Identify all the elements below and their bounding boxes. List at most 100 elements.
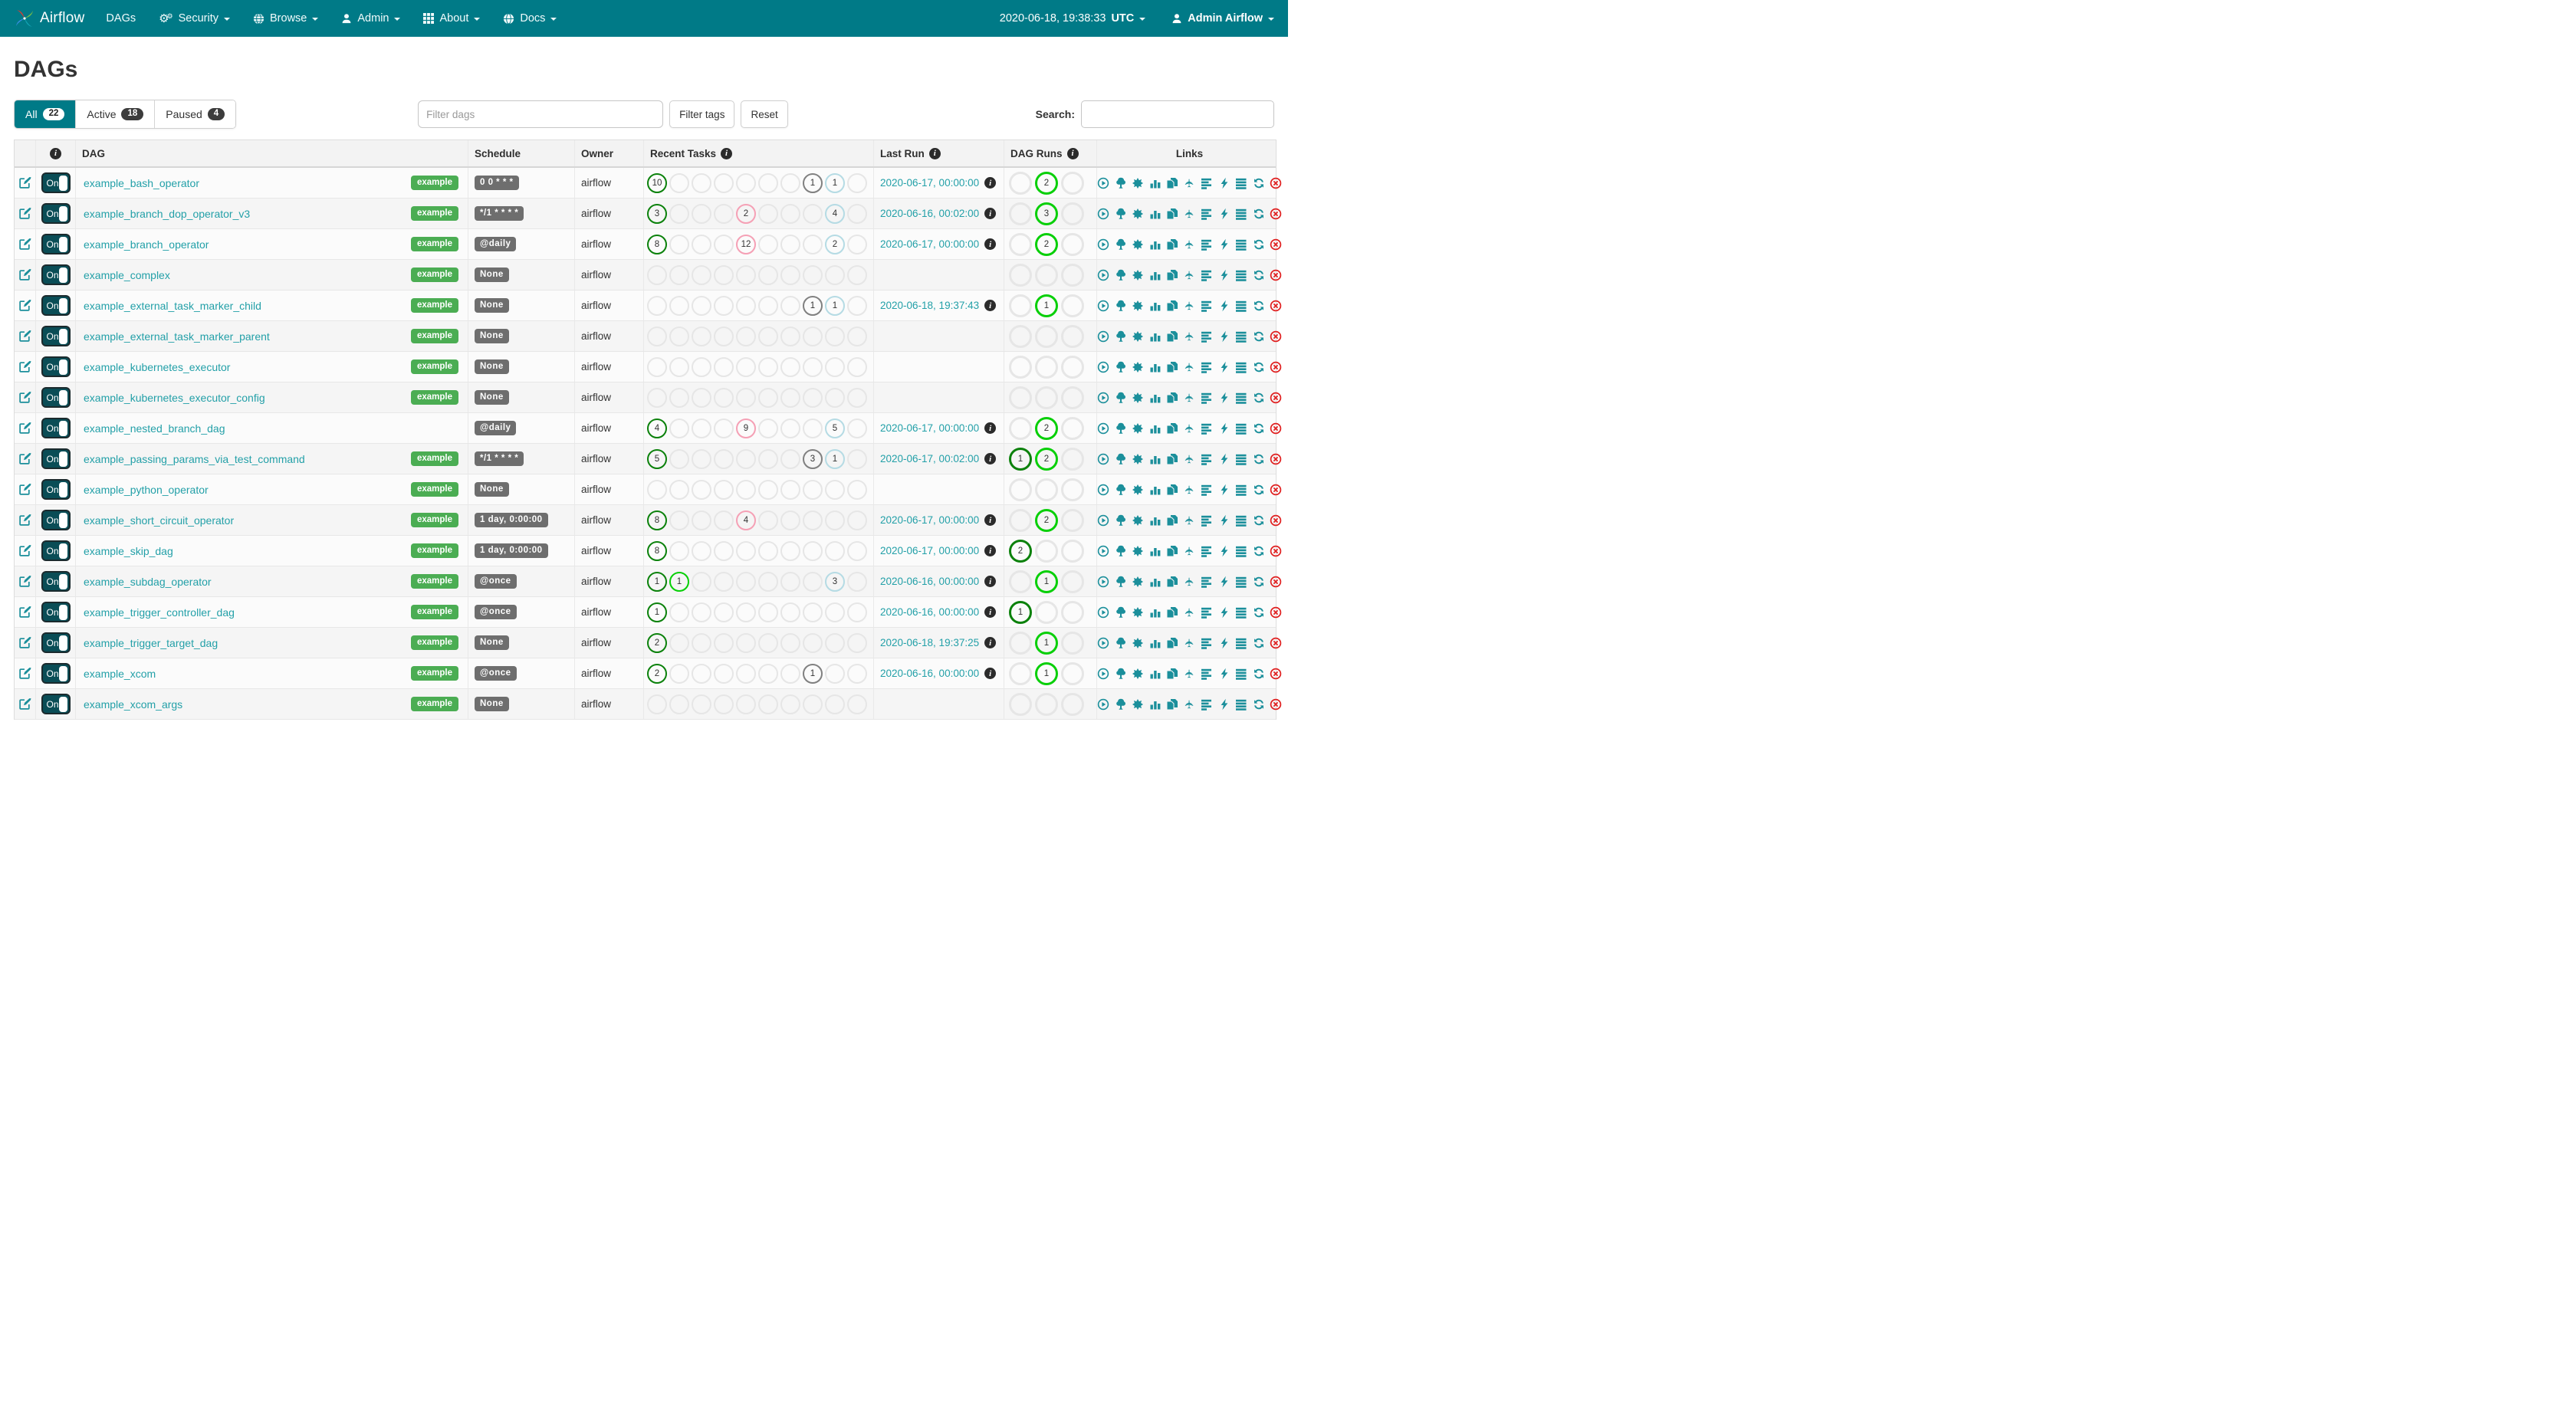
state-circle-success[interactable] <box>1009 324 1032 348</box>
state-circle-running[interactable] <box>669 632 689 653</box>
state-circle-up_for_reschedule[interactable] <box>780 387 800 408</box>
info-icon[interactable]: i <box>984 637 997 648</box>
state-circle-scheduled[interactable] <box>847 540 867 561</box>
schedule-badge[interactable]: None <box>475 267 509 283</box>
state-circle-up_for_retry[interactable] <box>758 510 778 530</box>
state-circle-failed[interactable] <box>692 326 711 346</box>
state-circle-success[interactable] <box>1009 386 1032 409</box>
refresh-icon[interactable] <box>1253 453 1265 465</box>
state-circle-scheduled[interactable] <box>847 510 867 530</box>
state-circle-failed[interactable] <box>692 448 711 469</box>
state-circle-success[interactable]: 2 <box>1009 539 1032 563</box>
state-circle-running[interactable]: 2 <box>1035 447 1058 471</box>
schedule-badge[interactable]: None <box>475 297 509 313</box>
info-icon[interactable]: i <box>984 300 997 311</box>
delete-dag-icon[interactable] <box>1270 177 1282 189</box>
state-circle-scheduled[interactable] <box>847 356 867 377</box>
state-circle-none[interactable]: 3 <box>825 571 845 592</box>
state-circle-skipped[interactable]: 12 <box>736 234 756 254</box>
graph-view-icon[interactable] <box>1132 514 1144 527</box>
last-run-link[interactable]: 2020-06-18, 19:37:43 <box>880 300 980 311</box>
gantt-icon[interactable] <box>1201 392 1213 404</box>
task-duration-icon[interactable] <box>1149 668 1162 680</box>
state-circle-upstream_failed[interactable] <box>714 571 734 592</box>
state-circle-up_for_retry[interactable] <box>758 356 778 377</box>
last-run-link[interactable]: 2020-06-17, 00:00:00 <box>880 422 980 434</box>
schedule-badge[interactable]: @daily <box>475 420 517 436</box>
info-icon[interactable]: i <box>984 606 997 618</box>
logs-icon[interactable] <box>1235 576 1247 588</box>
logs-icon[interactable] <box>1235 484 1247 496</box>
state-circle-running[interactable] <box>669 694 689 714</box>
state-circle-scheduled[interactable] <box>847 448 867 469</box>
info-icon[interactable]: i <box>984 668 997 679</box>
trigger-dag-icon[interactable] <box>1097 392 1109 404</box>
dag-tag-badge[interactable]: example <box>410 389 458 405</box>
landing-times-icon[interactable]: ✈ <box>1183 423 1197 433</box>
state-circle-queued[interactable] <box>803 203 823 224</box>
schedule-badge[interactable]: None <box>475 389 509 405</box>
landing-times-icon[interactable]: ✈ <box>1183 300 1197 310</box>
state-circle-failed[interactable] <box>692 602 711 622</box>
info-icon[interactable]: i <box>984 208 997 219</box>
state-circle-failed[interactable] <box>1061 416 1084 440</box>
state-circle-skipped[interactable] <box>736 387 756 408</box>
dag-tag-badge[interactable]: example <box>410 359 458 375</box>
task-duration-icon[interactable] <box>1149 453 1162 465</box>
delete-dag-icon[interactable] <box>1270 606 1282 619</box>
trigger-dag-icon[interactable] <box>1097 514 1109 527</box>
landing-times-icon[interactable]: ✈ <box>1183 362 1197 372</box>
edit-dag-icon[interactable] <box>18 606 31 619</box>
delete-dag-icon[interactable] <box>1270 453 1282 465</box>
state-circle-none[interactable]: 5 <box>825 418 845 438</box>
graph-view-icon[interactable] <box>1132 698 1144 711</box>
dag-link[interactable]: example_kubernetes_executor <box>84 360 231 373</box>
state-circle-upstream_failed[interactable] <box>714 448 734 469</box>
delete-dag-icon[interactable] <box>1270 330 1282 343</box>
state-circle-skipped[interactable] <box>736 602 756 622</box>
state-circle-failed[interactable] <box>1061 478 1084 501</box>
refresh-icon[interactable] <box>1253 177 1265 189</box>
gantt-icon[interactable] <box>1201 177 1213 189</box>
state-circle-scheduled[interactable] <box>847 602 867 622</box>
delete-dag-icon[interactable] <box>1270 637 1282 649</box>
tab-active[interactable]: Active 18 <box>76 100 156 128</box>
task-tries-icon[interactable] <box>1166 637 1178 649</box>
state-circle-up_for_reschedule[interactable] <box>780 632 800 653</box>
refresh-icon[interactable] <box>1253 300 1265 312</box>
tree-view-icon[interactable] <box>1115 392 1127 404</box>
graph-view-icon[interactable] <box>1132 484 1144 496</box>
state-circle-failed[interactable] <box>692 203 711 224</box>
dag-link[interactable]: example_branch_operator <box>84 238 209 251</box>
state-circle-skipped[interactable] <box>736 571 756 592</box>
state-circle-up_for_retry[interactable] <box>758 602 778 622</box>
state-circle-scheduled[interactable] <box>847 234 867 254</box>
dag-link[interactable]: example_kubernetes_executor_config <box>84 391 265 404</box>
state-circle-up_for_retry[interactable] <box>758 234 778 254</box>
dag-pause-toggle[interactable]: On <box>41 295 71 316</box>
landing-times-icon[interactable]: ✈ <box>1183 239 1197 249</box>
state-circle-up_for_reschedule[interactable] <box>780 203 800 224</box>
info-icon[interactable]: i <box>984 514 997 526</box>
state-circle-failed[interactable] <box>1061 355 1084 379</box>
state-circle-scheduled[interactable] <box>847 663 867 684</box>
state-circle-failed[interactable] <box>1061 294 1084 317</box>
task-tries-icon[interactable] <box>1166 514 1178 527</box>
state-circle-failed[interactable] <box>1061 447 1084 471</box>
dag-link[interactable]: example_trigger_target_dag <box>84 636 219 649</box>
tree-view-icon[interactable] <box>1115 300 1127 312</box>
state-circle-failed[interactable] <box>692 632 711 653</box>
delete-dag-icon[interactable] <box>1270 422 1282 435</box>
state-circle-failed[interactable] <box>1061 539 1084 563</box>
gantt-icon[interactable] <box>1201 698 1213 711</box>
state-circle-success[interactable] <box>1009 263 1032 287</box>
landing-times-icon[interactable]: ✈ <box>1183 454 1197 464</box>
graph-view-icon[interactable] <box>1132 361 1144 373</box>
state-circle-running[interactable] <box>669 663 689 684</box>
state-circle-running[interactable]: 2 <box>1035 416 1058 440</box>
state-circle-success[interactable] <box>1009 171 1032 195</box>
logs-icon[interactable] <box>1235 453 1247 465</box>
state-circle-running[interactable] <box>1035 324 1058 348</box>
schedule-badge[interactable]: None <box>475 328 509 344</box>
header-dag[interactable]: DAG <box>76 140 468 166</box>
